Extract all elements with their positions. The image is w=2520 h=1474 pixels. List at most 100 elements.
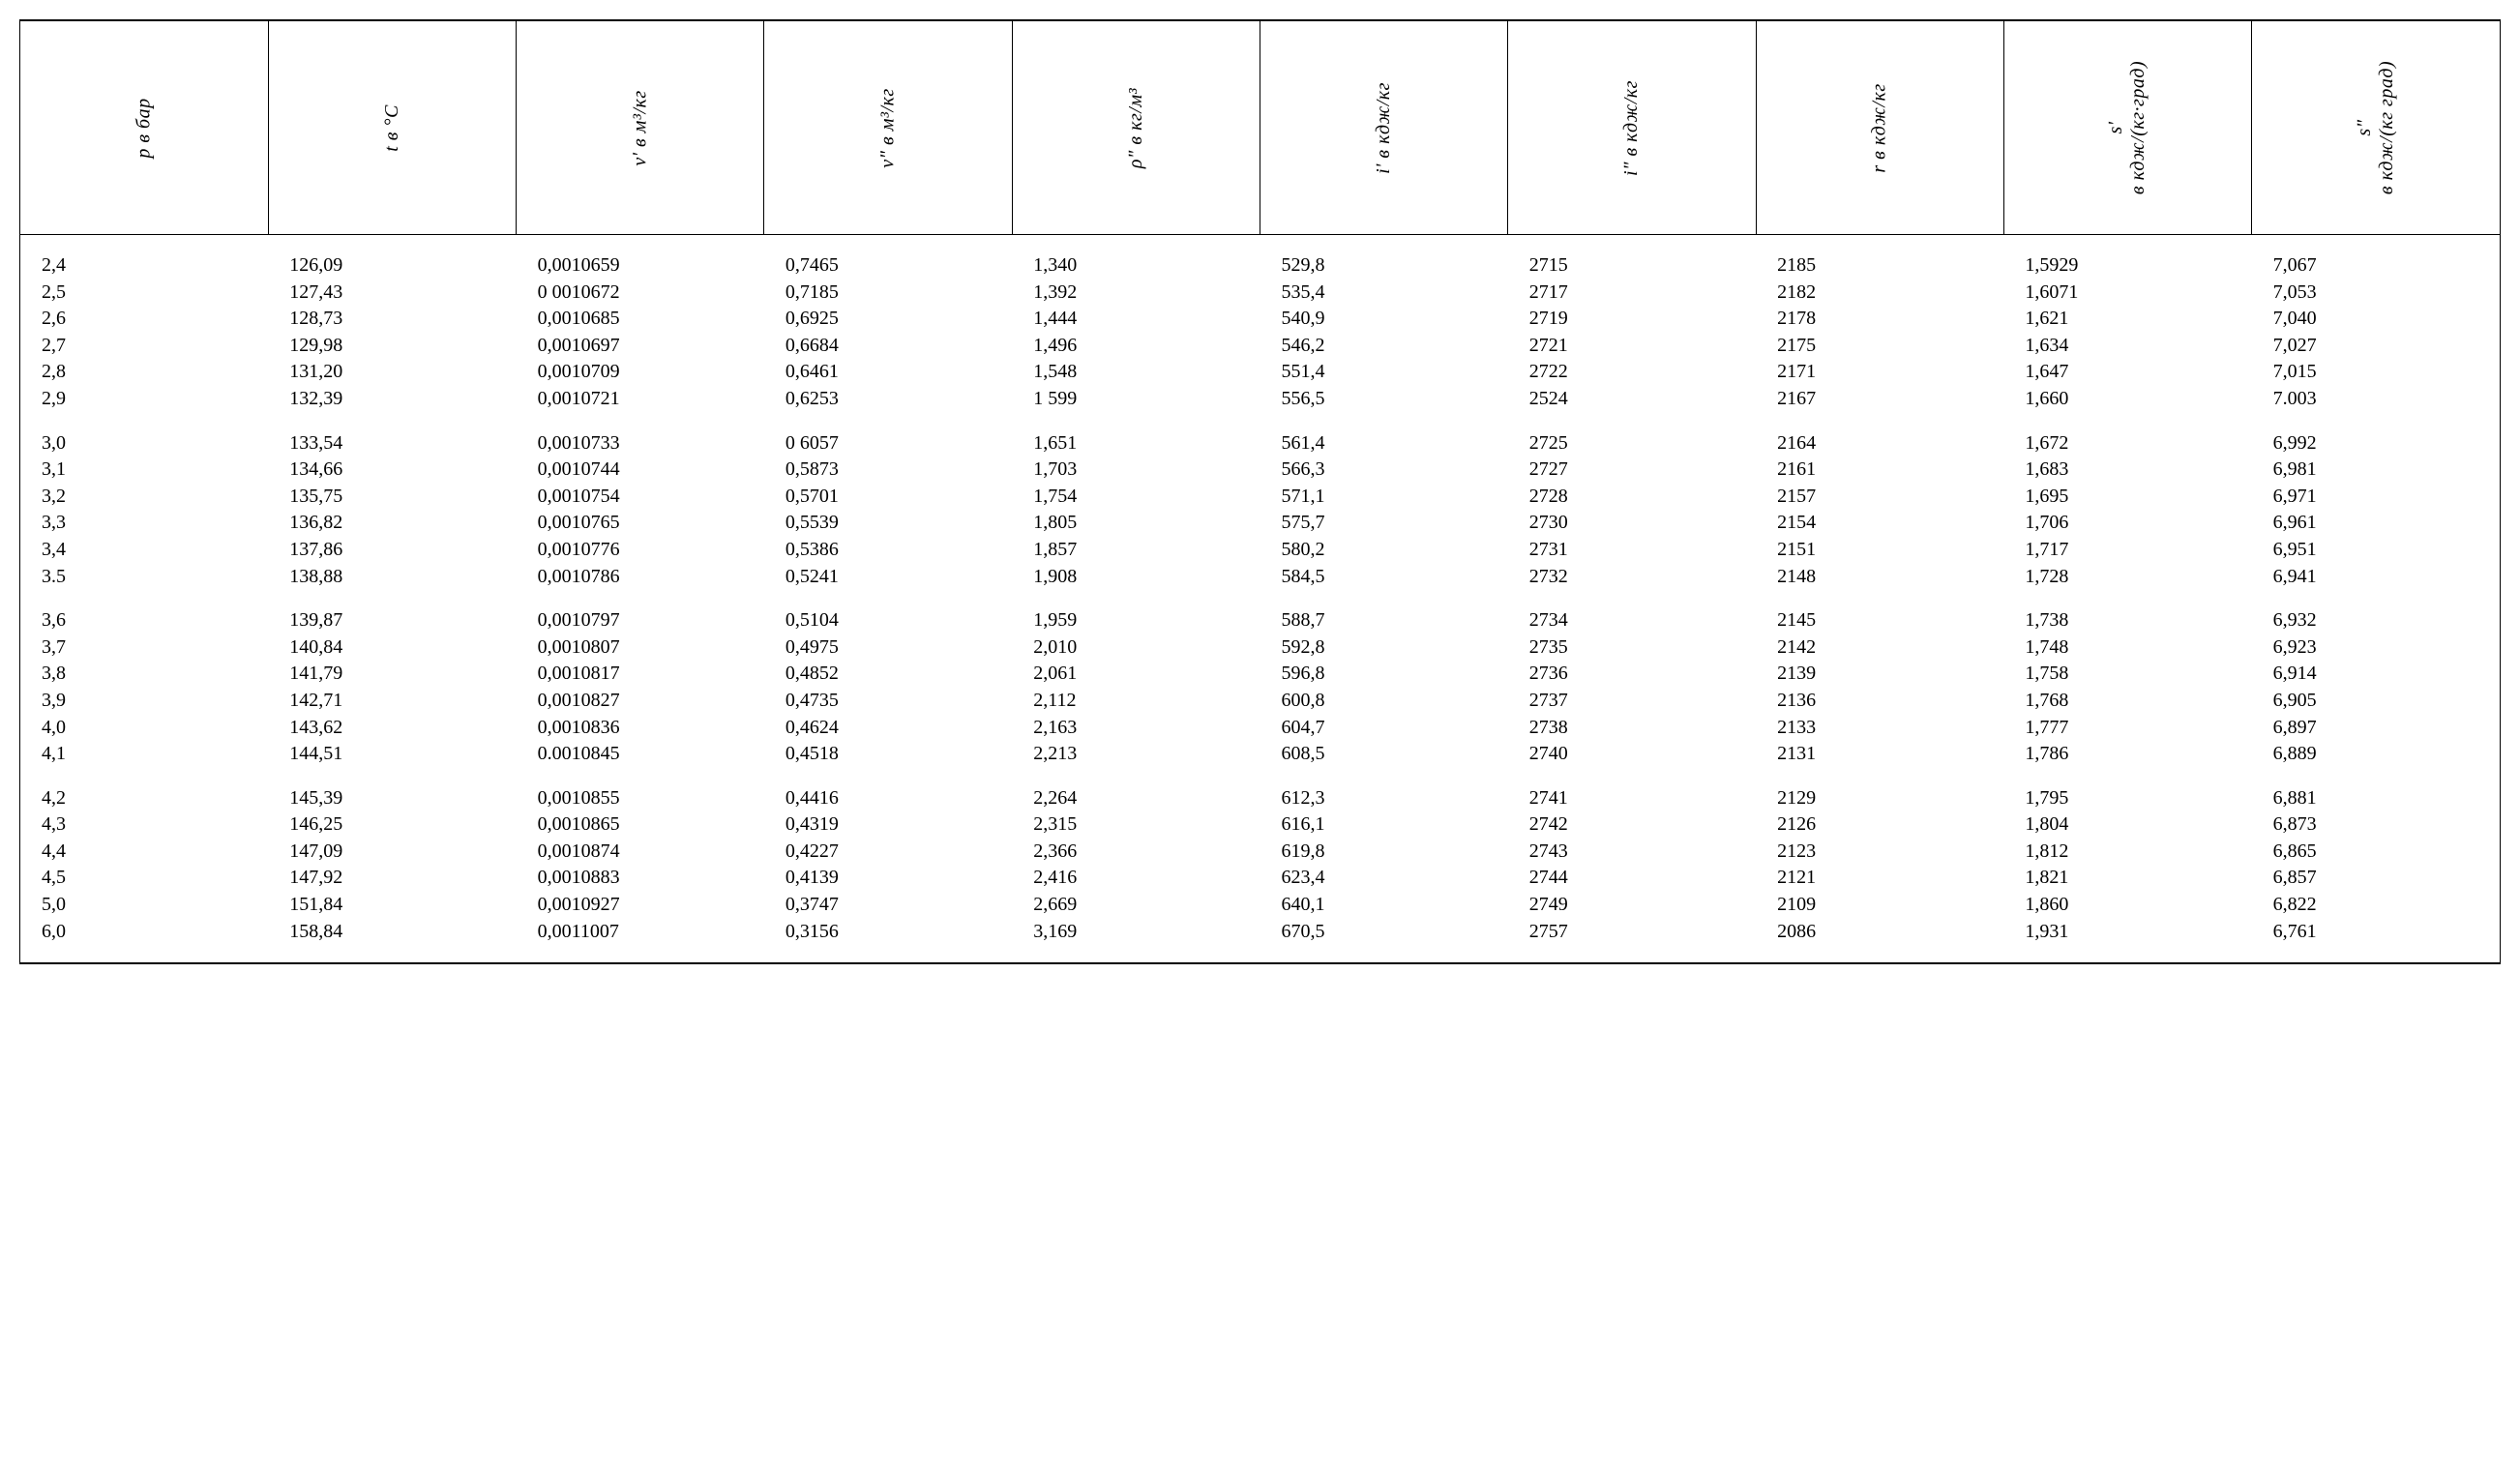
cell: 6,873 bbox=[2252, 811, 2500, 839]
cell: 3,6 bbox=[20, 607, 268, 634]
cell: 1,931 bbox=[2003, 919, 2251, 946]
cell: 0,0010685 bbox=[517, 306, 764, 333]
table-row: 3,9142,710,00108270,47352,112600,8273721… bbox=[20, 688, 2500, 715]
cell: 151,84 bbox=[268, 892, 516, 919]
cell: 2722 bbox=[1508, 359, 1756, 386]
cell: 2,8 bbox=[20, 359, 268, 386]
cell: 6,971 bbox=[2252, 484, 2500, 511]
cell: 6,951 bbox=[2252, 537, 2500, 564]
cell: 1,717 bbox=[2003, 537, 2251, 564]
cell: 0,0010733 bbox=[517, 430, 764, 457]
cell: 6,865 bbox=[2252, 839, 2500, 866]
cell: 529,8 bbox=[1260, 252, 1507, 280]
cell: 142,71 bbox=[268, 688, 516, 715]
col-header-0: p в бар bbox=[20, 21, 268, 235]
table-row: 4,0143,620,00108360,46242,163604,7273821… bbox=[20, 715, 2500, 742]
cell: 7,053 bbox=[2252, 280, 2500, 307]
cell: 1,738 bbox=[2003, 607, 2251, 634]
cell: 0,4518 bbox=[764, 741, 1012, 768]
cell: 2178 bbox=[1756, 306, 2003, 333]
col-header-label: p в бар bbox=[133, 98, 155, 158]
cell: 139,87 bbox=[268, 607, 516, 634]
cell: 2086 bbox=[1756, 919, 2003, 946]
col-header-label: r в кдж/кг bbox=[1869, 83, 1891, 172]
cell: 6,0 bbox=[20, 919, 268, 946]
table-row: 3.5138,880,00107860,52411,908584,5273221… bbox=[20, 564, 2500, 591]
cell: 0,0010765 bbox=[517, 510, 764, 537]
cell: 7,067 bbox=[2252, 252, 2500, 280]
table-row: 3,6139,870,00107970,51041,959588,7273421… bbox=[20, 607, 2500, 634]
cell: 0,5873 bbox=[764, 457, 1012, 484]
cell: 623,4 bbox=[1260, 865, 1507, 892]
cell: 0,0010786 bbox=[517, 564, 764, 591]
table-row: 6,0158,840,00110070,31563,169670,5275720… bbox=[20, 919, 2500, 946]
cell: 1,959 bbox=[1012, 607, 1260, 634]
cell: 6,905 bbox=[2252, 688, 2500, 715]
cell: 584,5 bbox=[1260, 564, 1507, 591]
cell: 2,5 bbox=[20, 280, 268, 307]
cell: 6,761 bbox=[2252, 919, 2500, 946]
cell: 0,0010855 bbox=[517, 785, 764, 812]
cell: 2,416 bbox=[1012, 865, 1260, 892]
cell: 2734 bbox=[1508, 607, 1756, 634]
cell: 0,7185 bbox=[764, 280, 1012, 307]
table-row: 3,0133,540,00107330 60571,651561,4272521… bbox=[20, 430, 2500, 457]
cell: 7,040 bbox=[2252, 306, 2500, 333]
table-row: 2,9132,390,00107210,62531 599556,5252421… bbox=[20, 386, 2500, 413]
col-header-7: r в кдж/кг bbox=[1756, 21, 2003, 235]
cell: 2,010 bbox=[1012, 634, 1260, 662]
table-row: 4,1144,510.00108450,45182,213608,5274021… bbox=[20, 741, 2500, 768]
cell: 3,2 bbox=[20, 484, 268, 511]
cell: 1,860 bbox=[2003, 892, 2251, 919]
cell: 0 0010672 bbox=[517, 280, 764, 307]
cell: 6,923 bbox=[2252, 634, 2500, 662]
cell: 0,0010659 bbox=[517, 252, 764, 280]
cell: 2744 bbox=[1508, 865, 1756, 892]
cell: 2109 bbox=[1756, 892, 2003, 919]
cell: 1,768 bbox=[2003, 688, 2251, 715]
table-row: 4,2145,390,00108550,44162,264612,3274121… bbox=[20, 785, 2500, 812]
table-row: 3,7140,840,00108070,49752,010592,8273521… bbox=[20, 634, 2500, 662]
cell: 0,4975 bbox=[764, 634, 1012, 662]
cell: 0,4139 bbox=[764, 865, 1012, 892]
table-row: 4,5147,920,00108830,41392,416623,4274421… bbox=[20, 865, 2500, 892]
cell: 0,0010883 bbox=[517, 865, 764, 892]
cell: 6,914 bbox=[2252, 661, 2500, 688]
cell: 2730 bbox=[1508, 510, 1756, 537]
table-row: 3,8141,790,00108170,48522,061596,8273621… bbox=[20, 661, 2500, 688]
cell: 2,4 bbox=[20, 252, 268, 280]
cell: 3.5 bbox=[20, 564, 268, 591]
cell: 0,3747 bbox=[764, 892, 1012, 919]
cell: 0,4319 bbox=[764, 811, 1012, 839]
cell: 0,0010817 bbox=[517, 661, 764, 688]
col-header-label: vʹ в м³/кг bbox=[629, 90, 651, 165]
cell: 1,795 bbox=[2003, 785, 2251, 812]
cell: 1,728 bbox=[2003, 564, 2251, 591]
cell: 1,786 bbox=[2003, 741, 2251, 768]
cell: 2717 bbox=[1508, 280, 1756, 307]
cell: 0,6253 bbox=[764, 386, 1012, 413]
cell: 0,0010697 bbox=[517, 333, 764, 360]
cell: 0,3156 bbox=[764, 919, 1012, 946]
cell: 592,8 bbox=[1260, 634, 1507, 662]
cell: 147,92 bbox=[268, 865, 516, 892]
col-header-label: ρʺ в кг/м³ bbox=[1125, 87, 1147, 167]
cell: 4,1 bbox=[20, 741, 268, 768]
table-row: 3,2135,750,00107540,57011,754571,1272821… bbox=[20, 484, 2500, 511]
cell: 4,3 bbox=[20, 811, 268, 839]
cell: 143,62 bbox=[268, 715, 516, 742]
cell: 0,0011007 bbox=[517, 919, 764, 946]
cell: 604,7 bbox=[1260, 715, 1507, 742]
cell: 138,88 bbox=[268, 564, 516, 591]
cell: 2161 bbox=[1756, 457, 2003, 484]
cell: 0,5539 bbox=[764, 510, 1012, 537]
cell: 0,4735 bbox=[764, 688, 1012, 715]
data-table: p в барt в °Cvʹ в м³/кгvʺ в м³/кгρʺ в кг… bbox=[20, 21, 2500, 962]
cell: 2148 bbox=[1756, 564, 2003, 591]
cell: 2524 bbox=[1508, 386, 1756, 413]
cell: 1,758 bbox=[2003, 661, 2251, 688]
cell: 145,39 bbox=[268, 785, 516, 812]
cell: 2757 bbox=[1508, 919, 1756, 946]
cell: 1,392 bbox=[1012, 280, 1260, 307]
col-header-4: ρʺ в кг/м³ bbox=[1012, 21, 1260, 235]
